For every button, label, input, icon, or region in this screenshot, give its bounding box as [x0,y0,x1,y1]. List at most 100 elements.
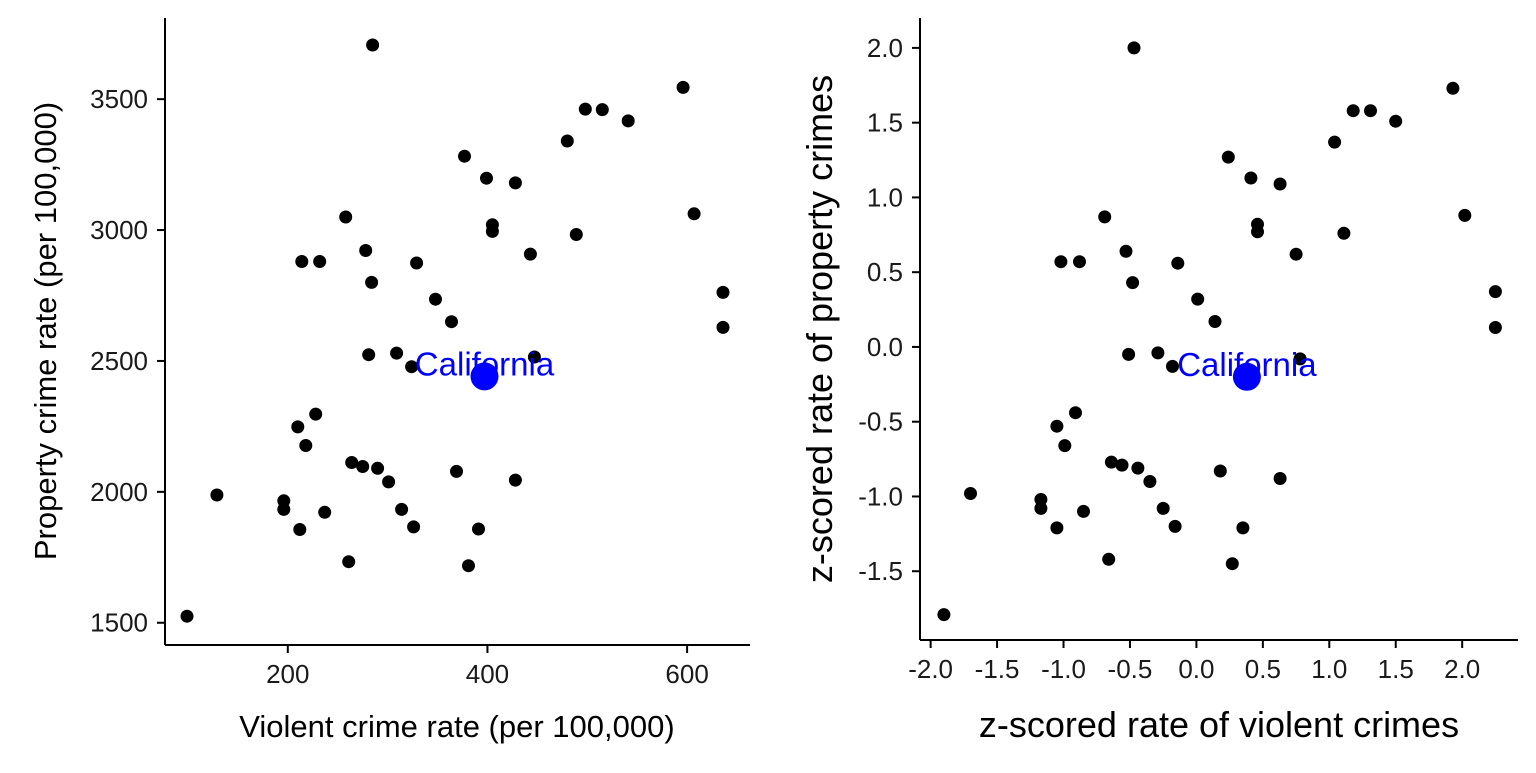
data-point [180,609,194,623]
data-point [1389,114,1403,128]
x-tick-label: -2.0 [908,654,953,684]
data-point [1213,464,1227,478]
data-point [472,522,485,536]
data-point [1115,458,1129,472]
data-point [365,275,379,289]
data-point [937,608,951,622]
data-point [480,171,493,185]
data-point [293,523,307,536]
left-x-axis-title: Violent crime rate (per 100,000) [239,709,674,744]
data-point [356,460,370,473]
right-x-axis-title: z-scored rate of violent crimes [979,704,1459,745]
y-tick-label: 3000 [90,215,148,245]
data-point [1050,419,1064,433]
data-point [395,502,409,516]
data-point [318,505,332,519]
x-tick-label: -1.5 [975,654,1020,684]
right-y-ticks: -1.5 -1.0 -0.5 0.0 0.5 1.0 1.5 2.0 [858,33,920,586]
left-scatter-panel: 1500 2000 2500 3000 3500 200 400 600 Violent c… [28,18,750,744]
data-point [1126,276,1140,290]
data-point [1104,455,1118,469]
data-point [1364,104,1377,118]
data-point [578,102,592,116]
y-tick-label: 0.5 [867,257,903,287]
data-point [1488,285,1502,299]
data-point [1127,41,1141,55]
data-point [1458,208,1472,222]
right-x-ticks: -2.0 -1.5 -1.0 -0.5 0.0 0.5 1.0 1.5 2.0 [908,640,1480,684]
data-point [458,149,471,163]
right-scatter-panel: -1.5 -1.0 -0.5 0.0 0.5 1.0 1.5 2.0 -2.0 -1.5 -1.0… [799,18,1518,745]
data-point [485,224,499,238]
data-point [1034,501,1048,515]
data-point [687,207,701,221]
x-tick-label: 0.5 [1245,654,1281,684]
data-point [1143,475,1157,488]
data-point [382,475,396,489]
data-point [1328,135,1342,149]
left-y-axis-title: Property crime rate (per 100,000) [28,102,63,560]
data-point [295,255,309,268]
data-point [342,555,356,569]
data-point [1191,292,1205,306]
y-tick-label: 1.0 [867,182,903,212]
data-point [366,38,380,52]
y-tick-label: 1500 [90,608,148,638]
data-point [1221,150,1235,164]
data-point [1273,472,1287,485]
data-point [964,487,977,500]
data-point [569,228,583,241]
data-point [277,502,291,516]
data-point [1151,346,1165,360]
left-y-ticks: 1500 2000 2500 3000 3500 [90,84,165,638]
y-tick-label: -1.0 [858,481,903,511]
y-tick-label: 2000 [90,477,148,507]
data-point [210,488,224,502]
y-tick-label: 1.5 [867,108,903,138]
x-tick-label: -1.0 [1041,654,1086,684]
data-point [1289,247,1303,261]
data-point [508,473,522,487]
data-point [1346,104,1360,118]
data-point [1225,557,1239,571]
data-point [299,439,313,452]
data-point [1208,315,1222,328]
data-point [405,360,419,374]
data-point [309,407,323,421]
x-tick-label: 1.5 [1378,654,1414,684]
x-tick-label: 2.0 [1444,654,1480,684]
y-tick-label: -0.5 [858,407,903,437]
data-point [1337,226,1351,240]
data-point [390,346,404,360]
data-point [1166,359,1179,373]
data-point [1488,321,1502,334]
data-point [291,420,305,434]
highlight-point-california [470,362,499,391]
data-point [1054,255,1068,269]
data-point [362,348,376,362]
data-point [560,134,574,148]
data-point [1236,521,1250,535]
highlight-label-california: California [1177,346,1317,383]
x-tick-label: 400 [466,659,509,689]
data-point [1293,352,1307,366]
y-tick-label: 2.0 [867,33,903,63]
data-point [1446,81,1460,95]
data-point [523,247,537,261]
y-tick-label: 2500 [90,346,148,376]
data-point [1102,552,1116,566]
data-point [1119,244,1133,258]
data-point [345,456,359,469]
data-point [1251,225,1264,239]
data-point [1034,493,1048,506]
data-point [1077,504,1090,518]
left-plot-marks [180,38,730,623]
data-point [371,461,385,475]
right-y-axis-title: z-scored rate of property crimes [799,75,840,583]
data-point [1168,519,1182,533]
data-point [445,315,458,329]
data-point [410,256,424,270]
data-point [1122,347,1136,361]
